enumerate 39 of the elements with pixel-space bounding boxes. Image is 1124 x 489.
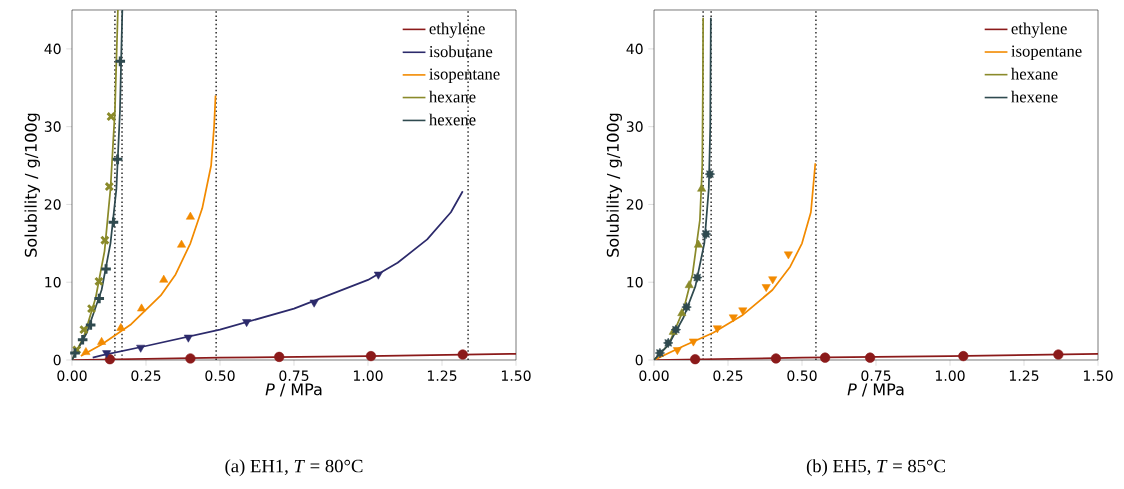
x-tick-label: 1.25 [1009,370,1039,381]
x-tick-label: 1.50 [1083,370,1113,381]
x-tick-label: 1.50 [501,370,531,381]
x-tick-label: 1.25 [427,370,457,381]
x-axis-title: P / MPa [265,383,322,397]
legend-label: isopentane [429,68,500,83]
y-tick-label: 40 [626,43,643,55]
y-tick-label: 30 [44,121,61,132]
y-tick-label: 0 [53,354,61,366]
legend-label: ethylene [429,22,485,38]
text: (a) EH1, T = 80°C [225,459,363,477]
legend-label: hexane [429,90,476,103]
legend-label: hexane [1011,67,1058,80]
legend-label: ethylene [1011,22,1067,38]
y-tick-label: 10 [45,276,61,288]
y-tick-label: 20 [44,199,61,210]
legend-label: isobutane [429,45,493,58]
x-tick-label: 0.00 [639,370,669,381]
legend-label: hexene [1011,90,1058,103]
x-tick-label: 0.00 [57,370,87,381]
legend-label: hexene [429,113,476,126]
x-tick-label: 0.50 [205,370,235,381]
y-axis-title: Solubility / g/100g [24,113,40,257]
x-tick-label: 1.00 [353,370,383,381]
x-tick-label: 0.25 [713,370,743,381]
y-tick-label: 0 [635,354,643,366]
text: (b) EH5, T = 85°C [806,459,945,477]
x-tick-label: 0.25 [131,370,161,381]
y-tick-label: 30 [626,121,643,132]
x-tick-label: 1.00 [935,370,965,381]
legend-label: isopentane [1011,45,1082,61]
y-tick-label: 10 [627,276,643,288]
x-tick-label: 0.75 [861,370,891,381]
x-tick-label: 0.75 [279,370,309,381]
x-tick-label: 0.50 [787,370,817,381]
y-tick-label: 40 [44,43,61,55]
y-axis-title: Solubility / g/100g [606,113,622,257]
y-tick-label: 20 [626,199,643,210]
x-axis-title: P / MPa [847,383,904,397]
